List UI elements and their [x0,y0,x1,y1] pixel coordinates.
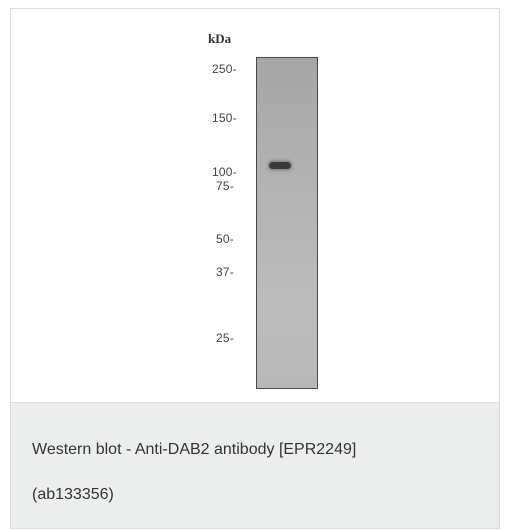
marker-label-100: 100- [212,165,237,179]
kda-unit-label: kDa [208,31,232,46]
figure-card: kDa 250- 150- 100- 75- 50- 37- 25- Weste… [10,8,500,529]
marker-label-150: 150- [212,111,237,125]
marker-label-50: 50- [216,232,234,246]
western-blot-image: kDa 250- 150- 100- 75- 50- 37- 25- [11,9,499,401]
marker-label-25: 25- [216,331,234,345]
caption-title: Western blot - Anti-DAB2 antibody [EPR22… [32,441,357,458]
marker-label-75: 75- [216,179,234,193]
protein-band [269,162,291,169]
marker-label-250: 250- [212,62,237,76]
caption-product-code: (ab133356) [32,486,114,503]
figure-caption: Western blot - Anti-DAB2 antibody [EPR22… [11,402,499,528]
marker-label-37: 37- [216,265,234,279]
blot-lane [256,57,318,389]
